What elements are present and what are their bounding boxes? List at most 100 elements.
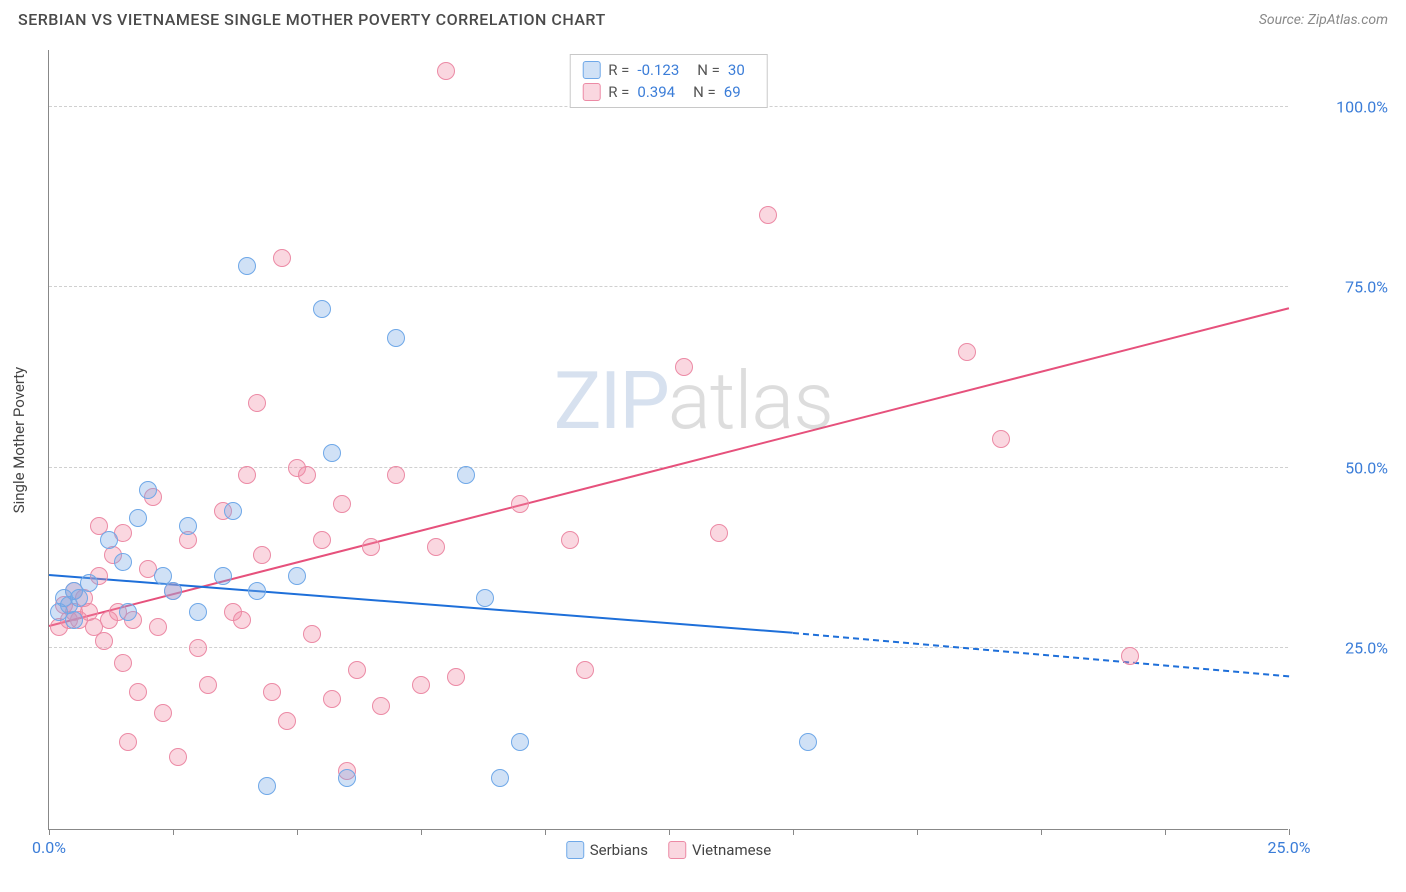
data-point [100, 531, 118, 549]
data-point [253, 546, 271, 564]
data-point [149, 618, 167, 636]
data-point [323, 444, 341, 462]
data-point [139, 481, 157, 499]
data-point [278, 712, 296, 730]
x-tick [297, 829, 298, 835]
correlation-legend: R = -0.123 N = 30 R = 0.394 N = 69 [569, 54, 768, 108]
data-point [114, 553, 132, 571]
data-point [169, 748, 187, 766]
data-point [710, 524, 728, 542]
data-point [511, 733, 529, 751]
legend-label-serbians: Serbians [590, 841, 648, 859]
data-point [214, 567, 232, 585]
data-point [114, 654, 132, 672]
data-point [263, 683, 281, 701]
chart-title: SERBIAN VS VIETNAMESE SINGLE MOTHER POVE… [18, 10, 606, 29]
x-tick [1041, 829, 1042, 835]
data-point [437, 62, 455, 80]
watermark-zip: ZIP [554, 354, 668, 448]
data-point [759, 206, 777, 224]
legend-row-serbians: R = -0.123 N = 30 [582, 59, 755, 81]
data-point [129, 683, 147, 701]
data-point [447, 668, 465, 686]
data-point [675, 358, 693, 376]
x-tick [421, 829, 422, 835]
data-point [323, 690, 341, 708]
legend-row-vietnamese: R = 0.394 N = 69 [582, 81, 755, 103]
source-attribution: Source: ZipAtlas.com [1259, 12, 1388, 28]
data-point [258, 777, 276, 795]
data-point [387, 329, 405, 347]
data-point [119, 733, 137, 751]
r-value-vietnamese: 0.394 [637, 83, 675, 101]
data-point [95, 632, 113, 650]
x-tick [793, 829, 794, 835]
data-point [427, 538, 445, 556]
data-point [298, 466, 316, 484]
x-tick-label: 25.0% [1268, 838, 1311, 857]
swatch-vietnamese [668, 841, 686, 859]
swatch-serbians [566, 841, 584, 859]
data-point [348, 661, 366, 679]
data-point [164, 582, 182, 600]
regression-line [793, 632, 1289, 677]
x-tick [669, 829, 670, 835]
scatter-chart: Single Mother Poverty ZIPatlas R = -0.12… [48, 50, 1288, 830]
legend-label-vietnamese: Vietnamese [692, 841, 771, 859]
data-point [248, 582, 266, 600]
data-point [129, 509, 147, 527]
x-tick [545, 829, 546, 835]
legend-item-vietnamese: Vietnamese [668, 841, 771, 859]
x-tick [1165, 829, 1166, 835]
y-tick-label: 25.0% [1298, 639, 1388, 658]
swatch-vietnamese [582, 83, 600, 101]
data-point [333, 495, 351, 513]
data-point [958, 343, 976, 361]
n-value-serbians: 30 [728, 61, 745, 79]
series-legend: Serbians Vietnamese [566, 841, 772, 859]
data-point [476, 589, 494, 607]
legend-item-serbians: Serbians [566, 841, 648, 859]
watermark: ZIPatlas [554, 354, 833, 448]
data-point [199, 676, 217, 694]
data-point [248, 394, 266, 412]
data-point [80, 574, 98, 592]
data-point [799, 733, 817, 751]
data-point [313, 300, 331, 318]
n-label: N = [697, 61, 720, 79]
data-point [238, 466, 256, 484]
data-point [154, 704, 172, 722]
data-point [189, 603, 207, 621]
data-point [288, 567, 306, 585]
x-tick-label: 0.0% [32, 838, 66, 857]
data-point [457, 466, 475, 484]
x-tick [917, 829, 918, 835]
data-point [65, 611, 83, 629]
data-point [387, 466, 405, 484]
x-tick [49, 829, 50, 835]
data-point [362, 538, 380, 556]
y-tick-label: 75.0% [1298, 278, 1388, 297]
data-point [491, 769, 509, 787]
data-point [576, 661, 594, 679]
data-point [313, 531, 331, 549]
swatch-serbians [582, 61, 600, 79]
y-tick-label: 100.0% [1298, 97, 1388, 116]
data-point [179, 517, 197, 535]
data-point [189, 639, 207, 657]
data-point [119, 603, 137, 621]
data-point [412, 676, 430, 694]
data-point [992, 430, 1010, 448]
y-tick-label: 50.0% [1298, 458, 1388, 477]
y-axis-label: Single Mother Poverty [10, 366, 28, 513]
data-point [233, 611, 251, 629]
n-value-vietnamese: 69 [724, 83, 741, 101]
r-label: R = [608, 83, 629, 101]
x-tick [1289, 829, 1290, 835]
data-point [511, 495, 529, 513]
data-point [1121, 647, 1139, 665]
data-point [561, 531, 579, 549]
r-label: R = [608, 61, 629, 79]
r-value-serbians: -0.123 [637, 61, 679, 79]
x-tick [173, 829, 174, 835]
